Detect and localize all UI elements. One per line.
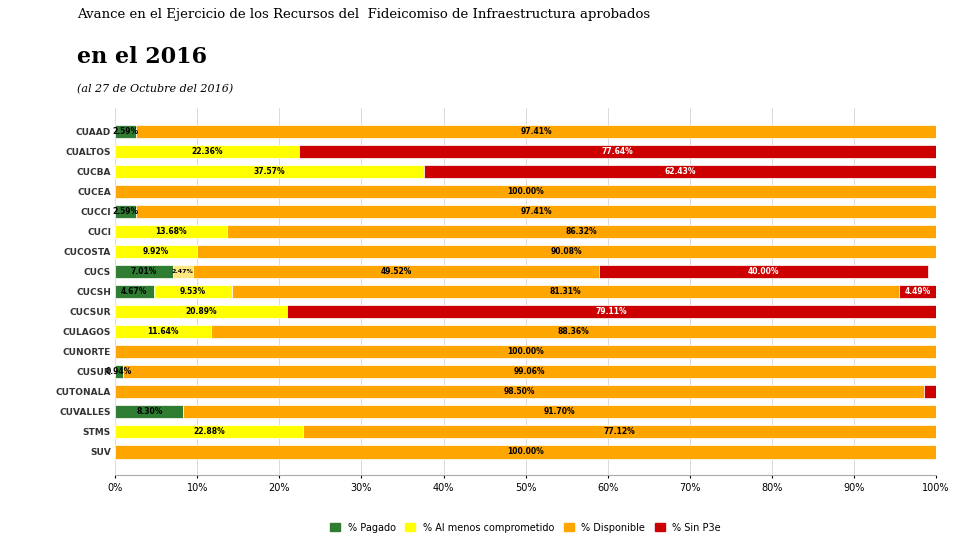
Bar [115, 386, 924, 399]
Text: 4.49%: 4.49% [904, 287, 930, 296]
Bar [115, 125, 136, 138]
Bar [136, 125, 936, 138]
Bar [115, 345, 936, 358]
Bar [900, 285, 936, 298]
Text: 22.88%: 22.88% [193, 428, 225, 436]
Bar [924, 386, 960, 399]
Text: 91.70%: 91.70% [544, 407, 575, 416]
Bar [136, 205, 936, 218]
Text: 4.67%: 4.67% [121, 287, 148, 296]
Text: 90.08%: 90.08% [550, 247, 582, 256]
Text: (al 27 de Octubre del 2016): (al 27 de Octubre del 2016) [77, 84, 233, 94]
Text: 8.30%: 8.30% [136, 407, 162, 416]
Text: 37.57%: 37.57% [253, 167, 285, 176]
Text: 62.43%: 62.43% [664, 167, 696, 176]
Text: 77.64%: 77.64% [602, 147, 634, 156]
Bar [115, 145, 299, 158]
Text: en el 2016: en el 2016 [77, 46, 207, 68]
Bar [115, 406, 183, 419]
Text: 98.50%: 98.50% [504, 387, 535, 396]
Bar [287, 305, 936, 318]
Text: 88.36%: 88.36% [558, 327, 589, 336]
Bar [228, 225, 936, 238]
Text: 49.52%: 49.52% [380, 267, 412, 276]
Text: 9.53%: 9.53% [180, 287, 205, 296]
Bar [115, 245, 197, 258]
Bar [211, 325, 936, 338]
Bar [115, 305, 287, 318]
Bar [231, 285, 900, 298]
Bar [423, 165, 936, 178]
Text: 9.92%: 9.92% [143, 247, 169, 256]
Bar [115, 185, 936, 198]
Bar [115, 446, 936, 458]
Text: 2.59%: 2.59% [112, 127, 139, 136]
Bar [173, 265, 193, 278]
Text: 20.89%: 20.89% [185, 307, 217, 316]
Text: 13.68%: 13.68% [156, 227, 187, 236]
Text: 79.11%: 79.11% [595, 307, 627, 316]
Text: 81.31%: 81.31% [550, 287, 581, 296]
Bar [115, 225, 228, 238]
Bar [303, 426, 936, 438]
Text: 40.00%: 40.00% [748, 267, 780, 276]
Bar [123, 365, 936, 379]
Text: 86.32%: 86.32% [566, 227, 597, 236]
Bar [115, 426, 303, 438]
Text: 2.47%: 2.47% [172, 269, 194, 274]
Text: 100.00%: 100.00% [507, 187, 544, 196]
Bar [599, 265, 927, 278]
Text: 97.41%: 97.41% [520, 127, 552, 136]
Bar [115, 365, 123, 379]
Text: 11.44%: 11.44% [955, 387, 960, 396]
Text: 22.36%: 22.36% [191, 147, 223, 156]
Text: 11.64%: 11.64% [147, 327, 179, 336]
Legend: % Pagado, % Al menos comprometido, % Disponible, % Sin P3e: % Pagado, % Al menos comprometido, % Dis… [326, 518, 725, 536]
Text: 100.00%: 100.00% [507, 347, 544, 356]
Text: 2.59%: 2.59% [112, 207, 139, 216]
Bar [299, 145, 936, 158]
Bar [154, 285, 231, 298]
Bar [115, 165, 423, 178]
Bar [197, 245, 936, 258]
Bar [193, 265, 599, 278]
Text: 100.00%: 100.00% [507, 448, 544, 456]
Bar [115, 265, 173, 278]
Bar [115, 285, 154, 298]
Text: Avance en el Ejercicio de los Recursos del  Fideicomiso de Infraestructura aprob: Avance en el Ejercicio de los Recursos d… [77, 8, 650, 21]
Text: 7.01%: 7.01% [131, 267, 157, 276]
Text: 97.41%: 97.41% [520, 207, 552, 216]
Bar [115, 205, 136, 218]
Bar [183, 406, 936, 419]
Text: 99.06%: 99.06% [514, 367, 545, 376]
Text: 0.94%: 0.94% [106, 367, 132, 376]
Bar [115, 325, 211, 338]
Text: 77.12%: 77.12% [604, 428, 636, 436]
